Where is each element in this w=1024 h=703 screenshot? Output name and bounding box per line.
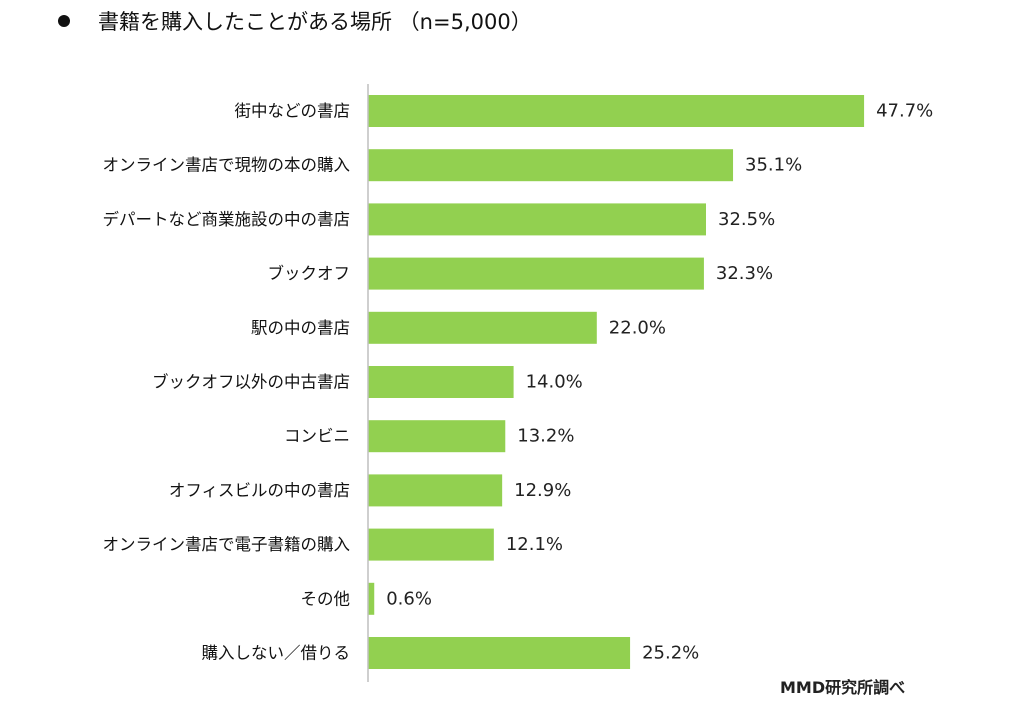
bar bbox=[368, 366, 514, 398]
category-label: 購入しない／借りる bbox=[202, 644, 351, 663]
category-label: オフィスビルの中の書店 bbox=[169, 481, 350, 500]
data-label: 14.0% bbox=[526, 372, 583, 393]
bar bbox=[368, 637, 631, 669]
category-label: コンビニ bbox=[284, 427, 350, 446]
data-label: 35.1% bbox=[745, 155, 802, 176]
data-label: 0.6% bbox=[386, 588, 432, 609]
category-label: 街中などの書店 bbox=[235, 102, 351, 121]
data-label: 25.2% bbox=[642, 643, 699, 664]
data-label: 22.0% bbox=[609, 317, 666, 338]
bar bbox=[368, 528, 494, 561]
bar bbox=[368, 203, 706, 236]
data-label: 47.7% bbox=[876, 101, 933, 122]
data-label: 32.3% bbox=[716, 263, 773, 284]
category-label: デパートなど商業施設の中の書店 bbox=[103, 209, 351, 229]
bar bbox=[368, 582, 375, 615]
bar bbox=[368, 257, 704, 290]
bar bbox=[368, 311, 597, 344]
data-label: 12.9% bbox=[514, 480, 571, 501]
data-label: 13.2% bbox=[517, 426, 574, 447]
bullet-icon bbox=[58, 15, 70, 27]
bar bbox=[368, 474, 503, 507]
category-label: 駅の中の書店 bbox=[251, 318, 350, 337]
data-label: 12.1% bbox=[506, 534, 563, 555]
category-label: オンライン書店で現物の本の購入 bbox=[103, 156, 351, 175]
source-note: MMD研究所調べ bbox=[780, 678, 906, 697]
bar bbox=[368, 95, 865, 127]
chart-title-text: 書籍を購入したことがある場所 （n=5,000） bbox=[98, 10, 532, 34]
data-label: 32.5% bbox=[718, 209, 775, 230]
bar bbox=[368, 149, 734, 182]
category-label: ブックオフ bbox=[268, 263, 351, 283]
category-label: オンライン書店で電子書籍の購入 bbox=[103, 535, 351, 554]
category-label: その他 bbox=[301, 589, 351, 608]
bar bbox=[368, 420, 506, 453]
chart-title: 書籍を購入したことがある場所 （n=5,000） bbox=[58, 6, 532, 36]
category-label: ブックオフ以外の中古書店 bbox=[152, 372, 350, 392]
